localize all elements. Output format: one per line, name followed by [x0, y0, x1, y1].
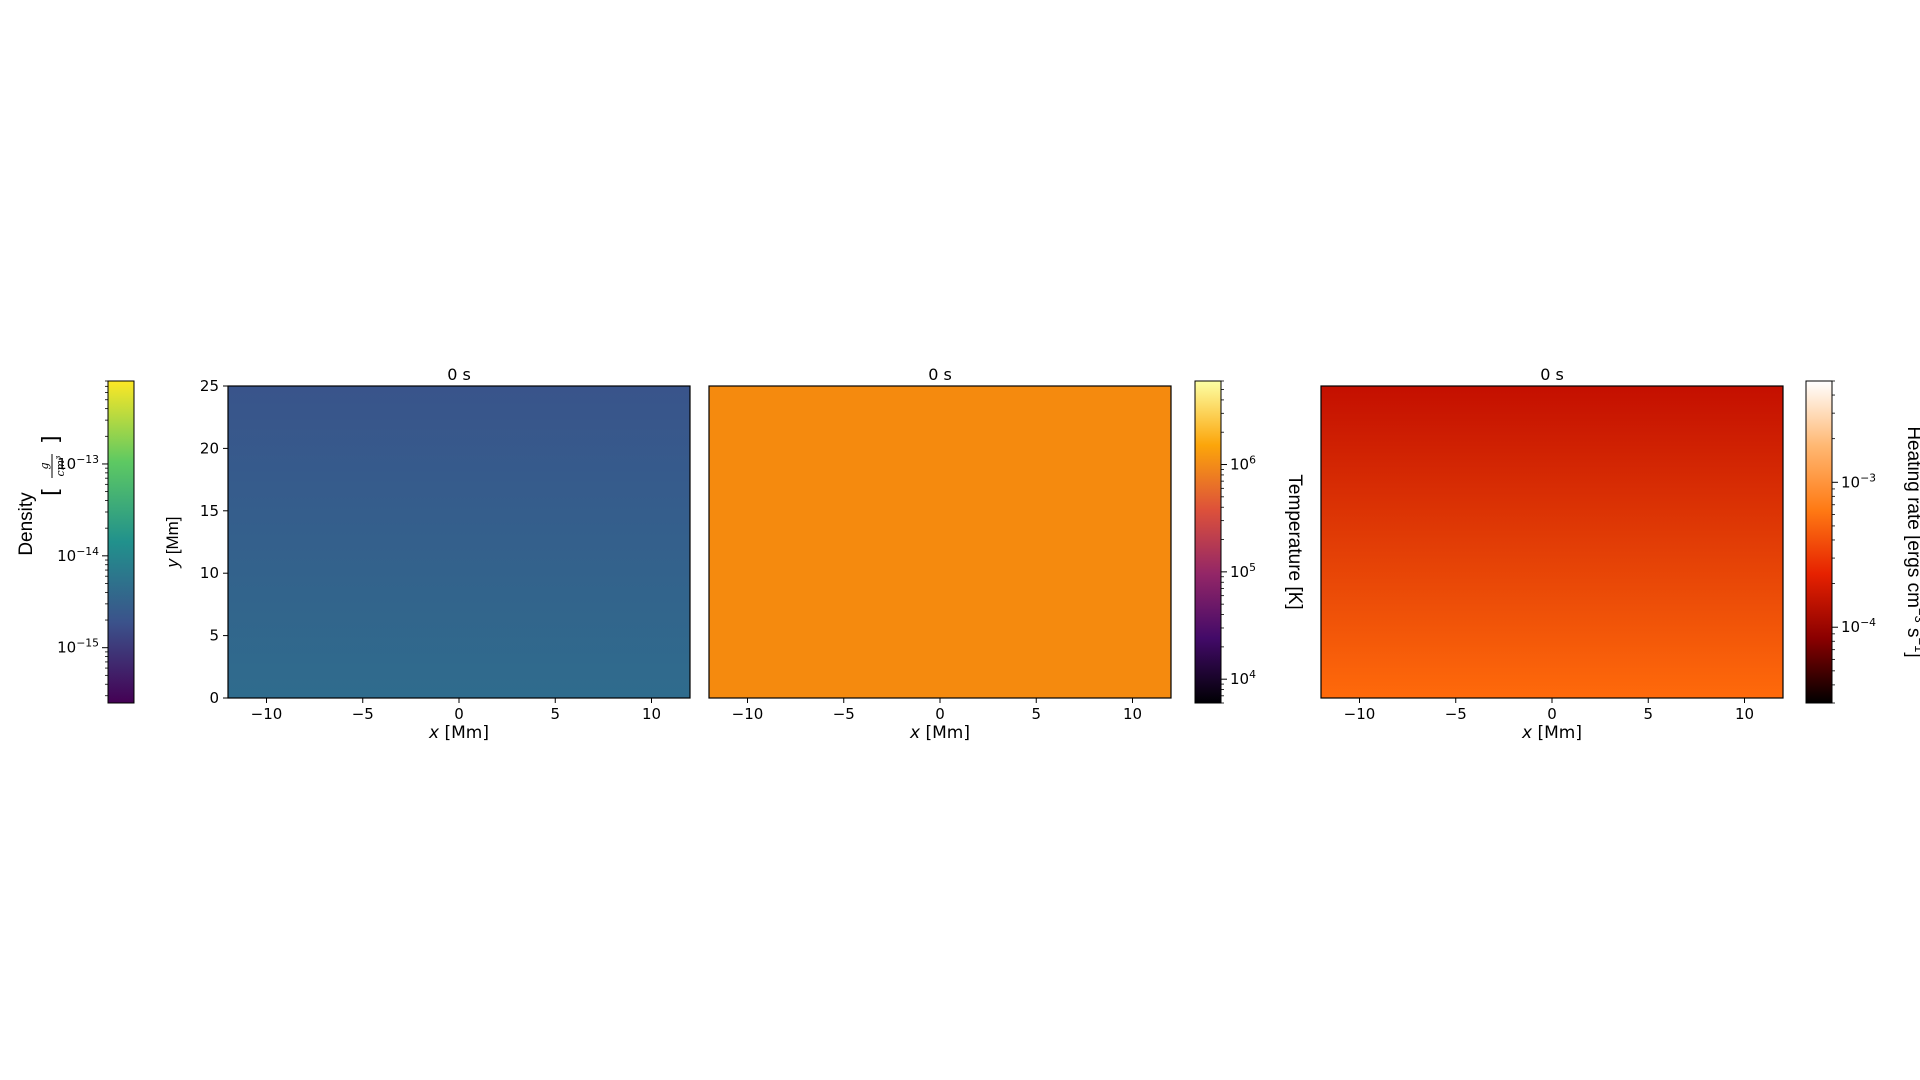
heating-rate-colorbar-tick-label-exponent: −4	[1860, 616, 1876, 629]
heating-rate-colorbar-tick-label-base: 10	[1841, 473, 1860, 491]
temperature-x-tick-label: 0	[935, 705, 945, 723]
heating-rate-x-tick-label: 10	[1735, 705, 1754, 723]
temperature-colorbar-tick-label: 106	[1230, 454, 1256, 474]
density-y-tick-label: 25	[200, 377, 219, 395]
density-colorbar-tick-label-exponent: −13	[76, 453, 99, 466]
panel-temperature: 0 s −10 −5 0 5 10 x [Mm]	[708, 365, 1172, 743]
x-label-unit: [Mm]	[920, 723, 970, 743]
density-y-tick-label: 10	[200, 564, 219, 582]
unit-bracket-close: ]	[39, 435, 64, 444]
heating-label-part: −1	[1912, 638, 1920, 653]
temperature-colorbar-tick-label-exponent: 6	[1249, 454, 1256, 467]
x-label-unit: [Mm]	[439, 723, 489, 743]
density-field	[228, 386, 690, 698]
temperature-colorbar-tick-label-base: 10	[1230, 563, 1249, 581]
heating-rate-colorbar-tick-label: 10−4	[1841, 616, 1876, 636]
heating-rate-colorbar-bar	[1805, 380, 1833, 704]
temperature-colorbar-tick-label-exponent: 5	[1249, 561, 1256, 574]
density-x-tick-label: −10	[251, 705, 283, 723]
density-x-tick-label: 10	[642, 705, 661, 723]
temperature-colorbar-label: Temperature [K]	[1284, 474, 1305, 609]
heating-rate-x-tick-label: −10	[1344, 705, 1376, 723]
x-label-variable: x	[428, 723, 440, 743]
unit-denominator: cm³	[54, 455, 67, 476]
density-colorbar-tick-label: 10−15	[57, 637, 99, 657]
density-colorbar-tick-label-exponent: −15	[76, 637, 99, 650]
heating-rate-colorbar-tick-label-base: 10	[1841, 618, 1860, 636]
x-label-variable: x	[909, 723, 921, 743]
temperature-x-tick-label: −10	[732, 705, 764, 723]
unit-numerator: g	[38, 462, 51, 469]
heating-colorbar-label: Heating rate [ergs cm−3 s−1]	[1903, 426, 1920, 657]
density-y-tick-label: 20	[200, 439, 219, 457]
x-label-unit: [Mm]	[1532, 723, 1582, 743]
y-label-variable: y	[163, 558, 182, 569]
temperature-x-tick-label: 10	[1123, 705, 1142, 723]
temperature-colorbar-tick-label: 105	[1230, 561, 1256, 581]
temperature-title: 0 s	[928, 365, 952, 384]
heating-rate-field	[1321, 386, 1783, 698]
temperature-colorbar-tick-label-base: 10	[1230, 456, 1249, 474]
density-colorbar-tick-label-base: 10	[57, 547, 76, 565]
temperature-x-tick-label: 5	[1031, 705, 1041, 723]
density-title: 0 s	[447, 365, 471, 384]
density-colorbar-bar	[107, 380, 135, 704]
heating-rate-x-label: x [Mm]	[1521, 723, 1582, 743]
unit-bracket-open: [	[39, 487, 64, 496]
density-colorbar-label: Density	[16, 492, 37, 556]
temperature-colorbar-tick-label-base: 10	[1230, 670, 1249, 688]
temperature-x-tick-label: −5	[833, 705, 855, 723]
density-x-tick-label: 0	[454, 705, 464, 723]
temperature-colorbar-tick-label-exponent: 4	[1249, 668, 1256, 681]
heating-label-part: Heating rate [ergs cm	[1903, 426, 1920, 608]
density-y-label: y [Mm]	[163, 517, 182, 569]
temperature-colorbar-tick-label: 104	[1230, 668, 1256, 688]
density-colorbar-tick-label: 10−14	[57, 545, 99, 565]
heating-label-part: −3	[1912, 608, 1920, 623]
density-colorbar-unit: [ g cm³]	[38, 435, 67, 496]
density-x-tick-label: 5	[550, 705, 560, 723]
density-y-tick-label: 15	[200, 502, 219, 520]
density-y-tick-label: 0	[209, 689, 219, 707]
heating-rate-x-tick-label: −5	[1445, 705, 1467, 723]
panel-heating-rate: 0 s −10 −5 0 5 10 x [Mm]	[1320, 365, 1784, 743]
heating-rate-x-tick-label: 5	[1643, 705, 1653, 723]
temperature-x-label: x [Mm]	[909, 723, 970, 743]
density-x-label: x [Mm]	[428, 723, 489, 743]
heating-rate-x-tick-label: 0	[1547, 705, 1557, 723]
y-label-unit: [Mm]	[163, 517, 182, 560]
heating-rate-colorbar-tick-label: 10−3	[1841, 471, 1876, 491]
x-label-variable: x	[1521, 723, 1533, 743]
density-y-tick-label: 5	[209, 627, 219, 645]
heating-rate-title: 0 s	[1540, 365, 1564, 384]
density-colorbar-tick-label-base: 10	[57, 639, 76, 657]
density-colorbar-tick-label: 10−13	[57, 453, 99, 473]
density-colorbar-tick-label-base: 10	[57, 455, 76, 473]
heating-label-part: s	[1903, 623, 1920, 638]
heating-rate-colorbar-tick-label-exponent: −3	[1860, 471, 1876, 484]
heating-label-part: ]	[1903, 652, 1920, 657]
temperature-field	[709, 386, 1171, 698]
temperature-colorbar-bar	[1194, 380, 1222, 704]
density-colorbar-tick-label-exponent: −14	[76, 545, 99, 558]
density-x-tick-label: −5	[352, 705, 374, 723]
